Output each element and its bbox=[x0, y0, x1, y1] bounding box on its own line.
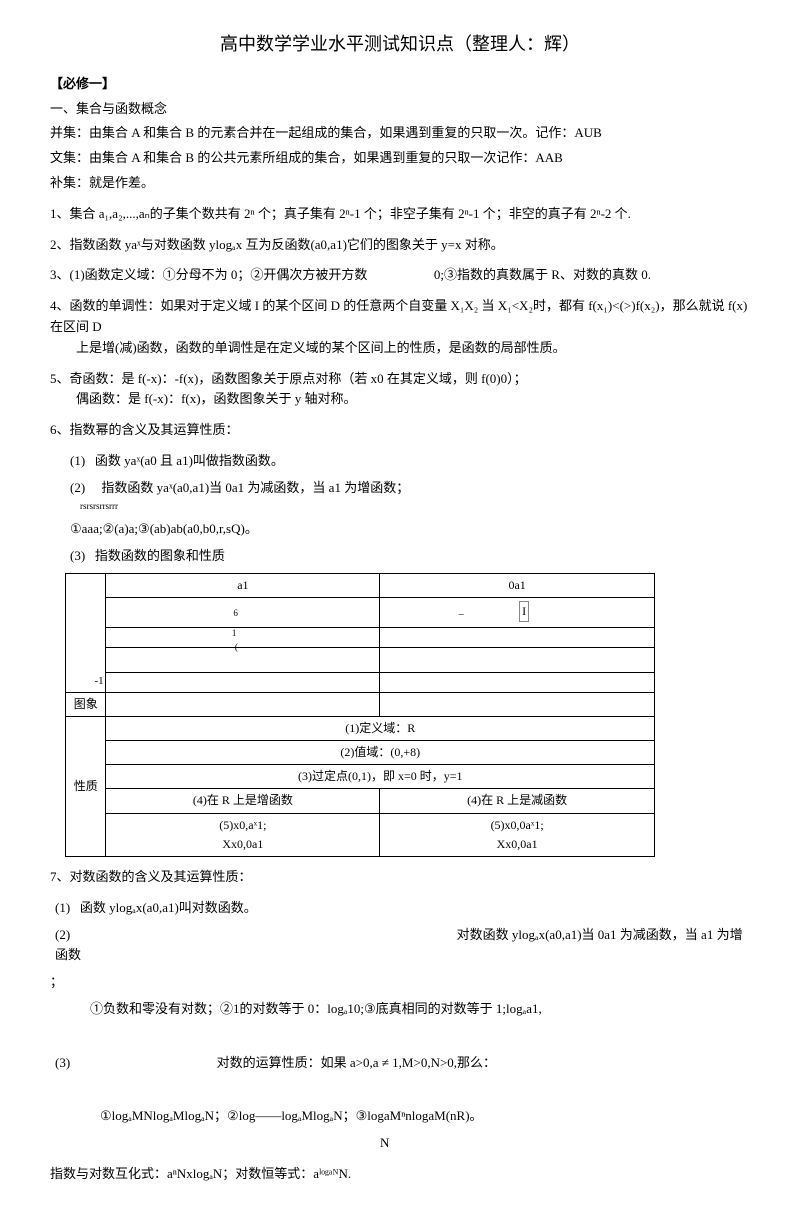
p6-2-text: 指数函数 yaˣ(a0,a1)当 0a1 为减函数，当 a1 为增函数； bbox=[101, 480, 409, 495]
prop-domain: (1)定义域：R bbox=[106, 716, 655, 740]
prop-decreasing: (4)在 R 上是减函数 bbox=[380, 789, 655, 813]
p6-1-text: 函数 yaˣ(a0 且 a1)叫做指数函数。 bbox=[95, 453, 284, 468]
rsrs-text: rsrsrsrrsrrr bbox=[80, 499, 750, 513]
point-7-2: (2) 对数函数 ylogₐx(a0,a1)当 0a1 为减函数，当 a1 为增… bbox=[55, 925, 750, 967]
graph-row: 1 ( bbox=[66, 627, 655, 647]
num-2b: (2) bbox=[55, 927, 70, 942]
prop-left-cond: (5)x0,aˣ1; Xx0,0a1 bbox=[106, 813, 380, 856]
point-4-a: 4、函数的单调性：如果对于定义域 I 的某个区间 D 的任意两个自变量 X₁X₂… bbox=[50, 296, 750, 338]
point-3: 3、(1)函数定义域：①分母不为 0；②开偶次方被开方数 0;③指数的真数属于 … bbox=[50, 265, 750, 286]
prop-right-cond: (5)x0,0aˣ1; Xx0,0a1 bbox=[380, 813, 655, 856]
point-5-b: 偶函数：是 f(-x)：f(x)，函数图象关于 y 轴对称。 bbox=[76, 389, 750, 410]
point-5-a: 5、奇函数：是 f(-x)：-f(x)，函数图象关于原点对称（若 x0 在其定义… bbox=[50, 369, 750, 390]
th-a-gt-1: a1 bbox=[106, 573, 380, 597]
prop-increasing: (4)在 R 上是增函数 bbox=[106, 789, 380, 813]
point-8: 指数与对数互化式：aⁿNxlogₐN；对数恒等式：aˡᵒᵍᵃᴺN. bbox=[50, 1164, 750, 1185]
point-6: 6、指数幂的含义及其运算性质： bbox=[50, 420, 750, 441]
point-1: 1、集合 a₁,a₂,...,aₙ的子集个数共有 2ⁿ 个；真子集有 2ⁿ-1 … bbox=[50, 204, 750, 225]
point-6-1: (1) 函数 yaˣ(a0 且 a1)叫做指数函数。 bbox=[70, 451, 750, 472]
t-l1: (5)x0,aˣ1; bbox=[112, 816, 373, 835]
t-l2: Xx0,0a1 bbox=[112, 835, 373, 854]
p6-3-text: 指数函数的图象和性质 bbox=[95, 548, 225, 563]
point-7-1: (1) 函数 ylogₐx(a0,a1)叫对数函数。 bbox=[55, 898, 750, 919]
row-header-prop: 性质 bbox=[66, 716, 106, 856]
header-required-1: 【必修一】 bbox=[50, 74, 750, 95]
point-6-3: (3) 指数函数的图象和性质 bbox=[70, 546, 750, 567]
union-def: 并集：由集合 A 和集合 B 的元素合并在一起组成的集合，如果遇到重复的只取一次… bbox=[50, 123, 750, 144]
section-1: 一、集合与函数概念 bbox=[50, 99, 750, 120]
prop-range: (2)值域：(0,+8) bbox=[106, 741, 655, 765]
exp-function-table: a1 0a1 6 _ I 1 ( -1 bbox=[65, 573, 655, 858]
num-3: (3) bbox=[70, 548, 85, 563]
point-5: 5、奇函数：是 f(-x)：-f(x)，函数图象关于原点对称（若 x0 在其定义… bbox=[50, 369, 750, 411]
point-2: 2、指数函数 yaˣ与对数函数 ylogₐx 互为反函数(a0,a1)它们的图象… bbox=[50, 235, 750, 256]
p7-semi: ； bbox=[50, 972, 750, 993]
p7-rule2: ①logₐMNlogₐMlogₐN；②log——logₐMlogₐN；③loga… bbox=[100, 1106, 750, 1127]
t-r2: Xx0,0a1 bbox=[386, 835, 648, 854]
t-r1: (5)x0,0aˣ1; bbox=[386, 816, 648, 835]
intersection-def: 文集：由集合 A 和集合 B 的公共元素所组成的集合，如果遇到重复的只取一次记作… bbox=[50, 148, 750, 169]
point-6-rules: ①aaa;②(a)a;③(ab)ab(a0,b0,r,sQ)。 bbox=[70, 519, 750, 540]
point-7: 7、对数函数的含义及其运算性质： bbox=[50, 867, 750, 888]
point-7-3: (3) 对数的运算性质：如果 a>0,a ≠ 1,M>0,N>0,那么： bbox=[55, 1053, 750, 1074]
num-1: (1) bbox=[70, 453, 85, 468]
num-1b: (1) bbox=[55, 900, 70, 915]
point-4-b: 上是增(减)函数，函数的单调性是在定义域的某个区间上的性质，是函数的局部性质。 bbox=[76, 338, 750, 359]
p7-1-text: 函数 ylogₐx(a0,a1)叫对数函数。 bbox=[80, 900, 257, 915]
point-3-a: 3、(1)函数定义域：①分母不为 0；②开偶次方被开方数 bbox=[50, 267, 367, 282]
prop-fixed: (3)过定点(0,1)，即 x=0 时，y=1 bbox=[106, 765, 655, 789]
page-title: 高中数学学业水平测试知识点（整理人：辉） bbox=[50, 30, 750, 59]
complement-def: 补集：就是作差。 bbox=[50, 173, 750, 194]
p7-rule1: ①负数和零没有对数；②1的对数等于 0：logₐ10;③底真相同的对数等于 1;… bbox=[90, 999, 750, 1020]
num-2: (2) bbox=[70, 480, 85, 495]
point-3-b: 0;③指数的真数属于 R、对数的真数 0. bbox=[434, 267, 651, 282]
row-header-img: 图象 bbox=[66, 692, 106, 716]
point-4: 4、函数的单调性：如果对于定义域 I 的某个区间 D 的任意两个自变量 X₁X₂… bbox=[50, 296, 750, 358]
num-3b: (3) bbox=[55, 1055, 70, 1070]
p7-N: N bbox=[380, 1133, 750, 1154]
th-0-a-1: 0a1 bbox=[380, 573, 655, 597]
p7-3-text: 对数的运算性质：如果 a>0,a ≠ 1,M>0,N>0,那么： bbox=[217, 1055, 496, 1070]
p7-2-text: 对数函数 ylogₐx(a0,a1)当 0a1 为减函数，当 a1 为增函数 bbox=[55, 927, 743, 963]
point-6-2: (2) 指数函数 yaˣ(a0,a1)当 0a1 为减函数，当 a1 为增函数；… bbox=[70, 478, 750, 513]
